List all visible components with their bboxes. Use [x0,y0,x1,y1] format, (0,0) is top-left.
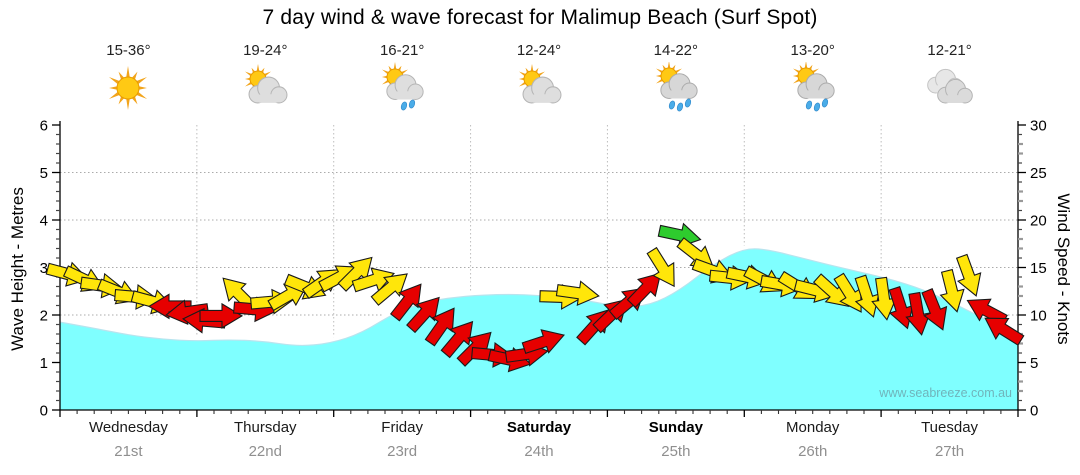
svg-text:20: 20 [1030,213,1047,230]
right-axis-ticks: 0 5 10 15 20 25 30 [1018,118,1047,420]
weather-icon-showers [648,61,704,114]
wind-arrow [955,253,982,297]
raindrop-icon [805,100,812,110]
wind-arrow [337,256,373,292]
sun-icon [109,66,148,110]
wind-arrow [871,276,897,321]
raindrop-icon [668,100,675,110]
wind-arrows [45,222,1025,373]
svg-text:30: 30 [1030,118,1047,135]
cloud-icon [386,74,424,100]
svg-text:5: 5 [40,165,48,182]
day-temperature-range: 15-36° [106,42,151,59]
wind-arrow [555,280,600,307]
cloud-icon [522,76,562,104]
wind-arrow [370,273,408,306]
day-date: 22nd [248,443,282,460]
right-axis-title: Wind Speed - Knots [1054,193,1073,345]
raindrop-icon [676,102,683,112]
wind-arrow [833,272,862,313]
day-date: 21st [114,443,143,460]
svg-text:4: 4 [40,213,48,230]
day-name: Tuesday [921,419,979,436]
bottom-axis-ticks [59,410,1019,417]
wind-arrow [406,296,440,334]
day-name: Saturday [506,419,572,436]
svg-text:15: 15 [1030,260,1047,277]
cloud-icon [248,76,288,104]
day-name: Wednesday [88,419,168,436]
day-temperature-range: 12-24° [516,42,562,59]
svg-text:5: 5 [1030,355,1038,372]
weather-icon-cloudy [922,62,978,114]
left-axis-ticks: 0 1 2 3 4 5 6 [40,118,60,420]
wind-arrow [267,283,309,312]
day-name: Friday [381,419,423,436]
day-name: Thursday [234,419,297,436]
day-temperature-range: 13-20° [790,42,835,59]
cloud-icon [936,78,973,104]
cloud-icon [797,73,835,99]
raindrop-icon [813,102,820,112]
wind-arrow [921,288,948,331]
wind-arrow [626,272,662,309]
svg-text:25: 25 [1030,165,1047,182]
wind-arrow [984,317,1025,346]
svg-text:3: 3 [40,260,48,277]
wind-arrow [389,283,422,322]
weather-icon-partly-cloudy [237,62,293,114]
svg-text:6: 6 [40,118,48,135]
cloud-icon [660,73,698,99]
weather-icon-partly-cloudy [511,62,567,114]
wind-arrow [199,302,244,329]
day-name: Monday [786,419,840,436]
day-temperature-range: 19-24° [243,42,288,59]
wind-arrow [939,268,965,313]
svg-text:1: 1 [40,355,48,372]
wind-arrow [812,273,850,307]
wind-arrow [521,329,565,355]
wind-arrow [854,274,880,318]
wind-arrow [646,246,675,288]
day-date: 23rd [387,443,418,460]
day-temperature-range: 16-21° [379,42,425,59]
wind-arrow [440,320,474,359]
wind-arrow [905,291,931,336]
day-date: 25th [661,443,691,460]
day-temperature-range: 12-21° [927,42,972,59]
weather-icon-sunny [100,62,156,114]
page-title: 7 day wind & wave forecast for Malimup B… [262,6,818,29]
day-date: 24th [524,443,554,460]
day-date: 26th [798,443,828,460]
day-temperature-range: 14-22° [653,42,699,59]
svg-text:0: 0 [40,403,48,420]
weather-icon-showers [785,61,841,114]
wind-arrow [351,267,395,293]
wind-arrow [424,307,455,347]
svg-text:10: 10 [1030,308,1047,325]
watermark-link[interactable]: www.seabreeze.com.au [879,386,1012,400]
left-axis-title: Wave Height - Metres [8,187,27,351]
svg-text:0: 0 [1030,403,1038,420]
weather-icon-light-showers [374,62,430,114]
raindrop-icon [684,98,691,108]
svg-text:2: 2 [40,308,48,325]
day-date: 27th [934,443,965,460]
day-name: Sunday [648,419,703,436]
raindrop-icon [821,98,828,108]
